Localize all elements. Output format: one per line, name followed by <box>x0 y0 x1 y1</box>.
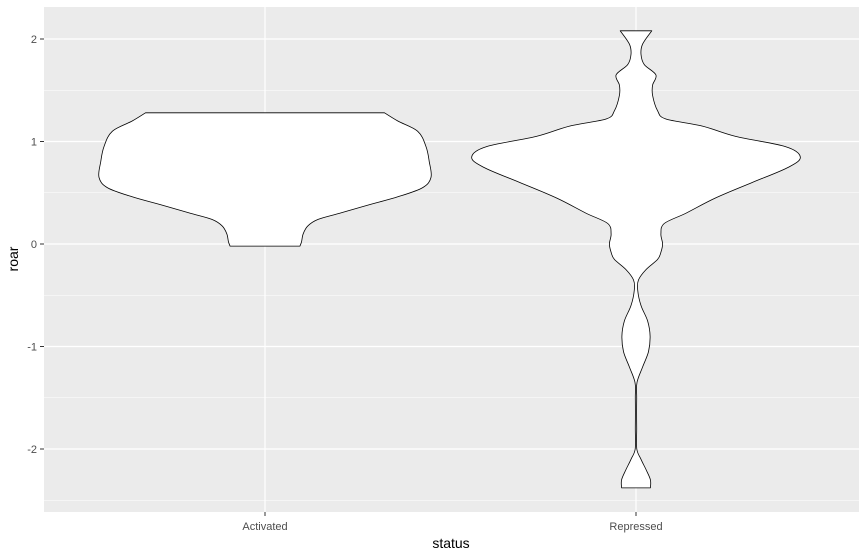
y-axis: -2 -1 0 1 2 <box>27 34 44 456</box>
y-axis-title: roar <box>5 246 21 271</box>
y-tick-label: -2 <box>27 444 37 456</box>
x-tick-label: Repressed <box>609 521 662 533</box>
violin-activated <box>98 112 432 247</box>
y-tick-label: 2 <box>31 34 37 46</box>
y-tick-label: 1 <box>31 137 37 149</box>
violin-repressed <box>471 30 801 489</box>
x-axis-title: status <box>432 535 469 551</box>
y-tick-label: -1 <box>27 342 37 354</box>
violins <box>98 30 801 489</box>
plot-panel <box>44 7 859 512</box>
y-tick-label: 0 <box>31 239 37 251</box>
x-axis: Activated Repressed <box>242 512 663 533</box>
x-tick-label: Activated <box>242 521 287 533</box>
